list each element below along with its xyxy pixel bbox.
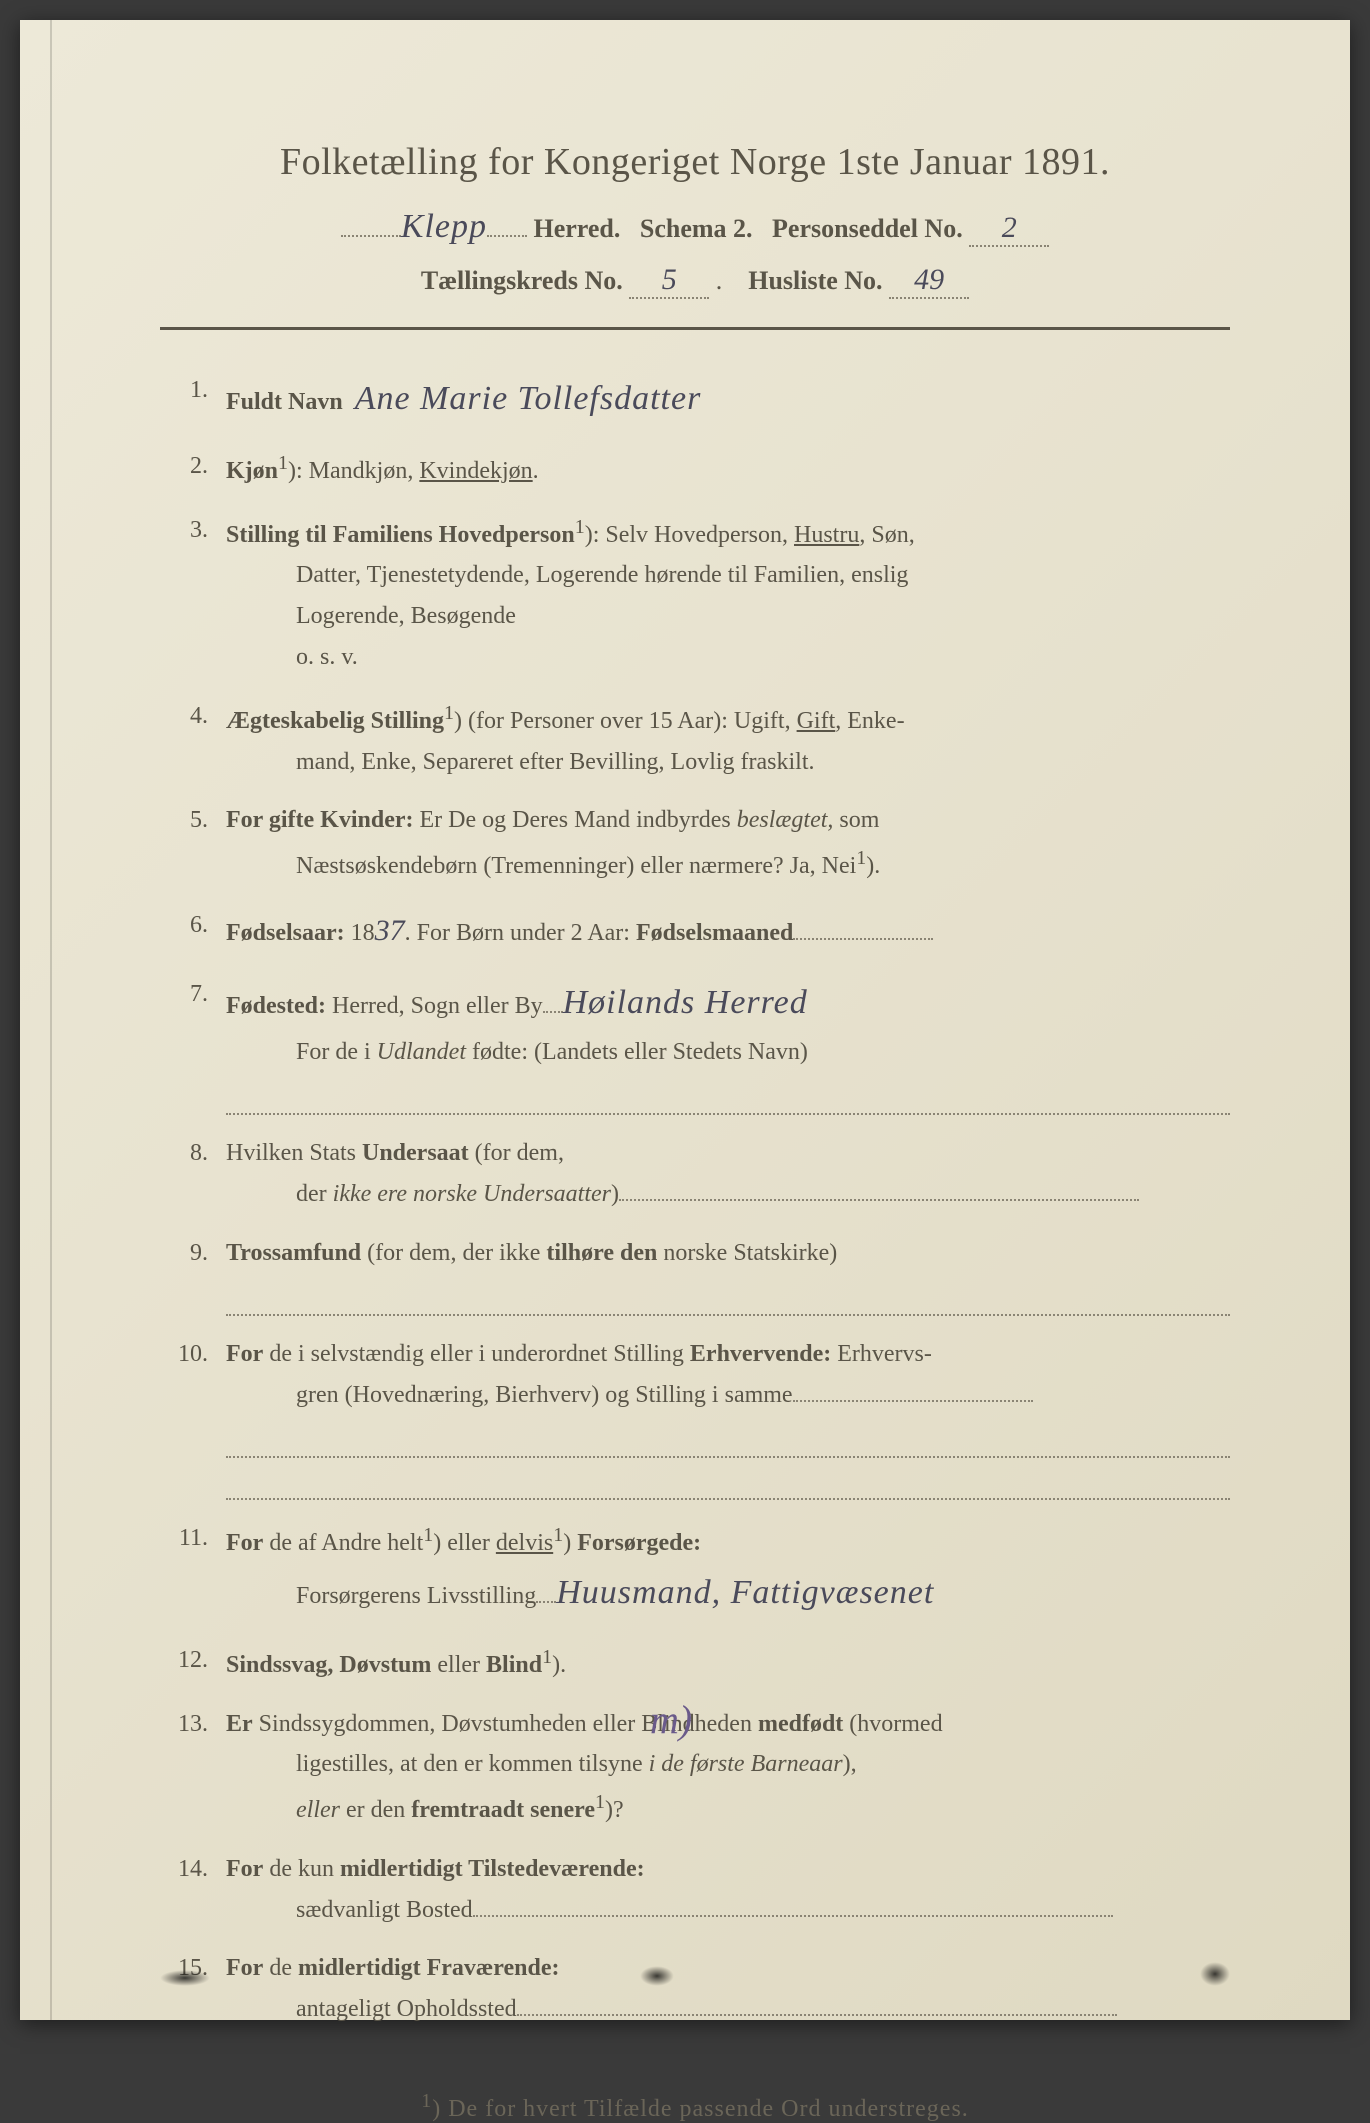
- footnote: 1) De for hvert Tilfælde passende Ord un…: [160, 2090, 1230, 2123]
- form-title: Folketælling for Kongeriget Norge 1ste J…: [160, 140, 1230, 184]
- personseddel-no-handwritten: 2: [969, 211, 1049, 247]
- item-8: 8. Hvilken Stats Undersaat (for dem, der…: [170, 1133, 1230, 1215]
- item-number: 10.: [170, 1334, 226, 1500]
- item-7: 7. Fødested: Herred, Sogn eller ByHøilan…: [170, 974, 1230, 1115]
- item-1: 1. Fuldt Navn Ane Marie Tollefsdatter: [170, 370, 1230, 428]
- item-number: 15.: [170, 1948, 226, 2030]
- item-cont: o. s. v.: [226, 637, 1230, 678]
- item-cont: ligestilles, at den er kommen tilsyne i …: [226, 1744, 1230, 1785]
- item-label: For: [226, 1530, 263, 1556]
- husliste-label: Husliste No.: [748, 266, 882, 295]
- item-13-mark-handwritten: m): [650, 1686, 692, 1754]
- forsørger-handwritten: Huusmand, Fattigvæsenet: [556, 1574, 934, 1611]
- item-number: 5.: [170, 800, 226, 887]
- item-cont: mand, Enke, Separeret efter Bevilling, L…: [226, 742, 1230, 783]
- item-number: 12.: [170, 1640, 226, 1686]
- item-5: 5. For gifte Kvinder: Er De og Deres Man…: [170, 800, 1230, 887]
- item-cont: Logerende, Besøgende: [226, 596, 1230, 637]
- item-cont: eller er den fremtraadt senere1)?: [226, 1785, 1230, 1831]
- item-label: For: [226, 1955, 263, 1981]
- form-items: 1. Fuldt Navn Ane Marie Tollefsdatter 2.…: [160, 370, 1230, 2030]
- fuldt-navn-handwritten: Ane Marie Tollefsdatter: [355, 380, 702, 417]
- blank-dotted-line: [226, 1419, 1230, 1457]
- item-label: Kjøn: [226, 458, 278, 484]
- item-number: 11.: [170, 1518, 226, 1622]
- census-form-page: Folketælling for Kongeriget Norge 1ste J…: [20, 20, 1350, 2020]
- kjøn-selected: Kvindekjøn: [419, 458, 532, 484]
- item-2: 2. Kjøn1): Mandkjøn, Kvindekjøn.: [170, 446, 1230, 492]
- ægteskab-selected: Gift: [797, 708, 836, 734]
- item-number: 9.: [170, 1233, 226, 1316]
- item-cont: Datter, Tjenestetydende, Logerende høren…: [226, 555, 1230, 596]
- item-label: For: [226, 1341, 263, 1367]
- item-number: 4.: [170, 696, 226, 783]
- item-number: 2.: [170, 446, 226, 492]
- item-label: For gifte Kvinder:: [226, 807, 414, 833]
- schema-label: Schema 2.: [640, 214, 753, 243]
- item-11: 11. For de af Andre helt1) eller delvis1…: [170, 1518, 1230, 1622]
- item-number: 14.: [170, 1849, 226, 1931]
- item-label: Sindssvag, Døvstum: [226, 1652, 431, 1678]
- fødested-handwritten: Høilands Herred: [563, 984, 808, 1021]
- item-cont: antageligt Opholdssted: [226, 1989, 1230, 2030]
- header-line-2: Klepp Herred. Schema 2. Personseddel No.…: [160, 208, 1230, 247]
- herred-name-handwritten: Klepp: [401, 208, 487, 245]
- item-number: 6.: [170, 905, 226, 956]
- ink-smudge-icon: [1200, 1962, 1230, 1986]
- blank-dotted-line: [226, 1077, 1230, 1115]
- item-number: 3.: [170, 510, 226, 678]
- item-cont: For de i Udlandet fødte: (Landets eller …: [226, 1032, 1230, 1073]
- item-10: 10. For de i selvstændig eller i underor…: [170, 1334, 1230, 1500]
- item-4: 4. Ægteskabelig Stilling1) (for Personer…: [170, 696, 1230, 783]
- husliste-no-handwritten: 49: [889, 263, 969, 299]
- ink-smudge-icon: [640, 1966, 674, 1986]
- item-label: Fuldt Navn: [226, 389, 343, 415]
- item-label: For: [226, 1856, 263, 1882]
- ink-smudge-icon: [160, 1970, 210, 1986]
- item-cont: sædvanligt Bosted: [226, 1890, 1230, 1931]
- item-6: 6. Fødselsaar: 1837. For Børn under 2 Aa…: [170, 905, 1230, 956]
- item-cont: Forsørgerens LivsstillingHuusmand, Fatti…: [226, 1564, 1230, 1622]
- item-label: Trossamfund: [226, 1240, 361, 1266]
- item-number: 13.: [170, 1704, 226, 1831]
- item-cont: der ikke ere norske Undersaatter): [226, 1174, 1230, 1215]
- item-label: Fødselsaar:: [226, 920, 345, 946]
- item-3: 3. Stilling til Familiens Hovedperson1):…: [170, 510, 1230, 678]
- item-14: 14. For de kun midlertidigt Tilstedevære…: [170, 1849, 1230, 1931]
- item-label: Undersaat: [362, 1140, 469, 1166]
- tællingskreds-label: Tællingskreds No.: [421, 266, 623, 295]
- fødselsaar-handwritten: 37: [375, 914, 405, 947]
- item-cont: Næstsøskendebørn (Tremenninger) eller næ…: [226, 841, 1230, 887]
- item-number: 7.: [170, 974, 226, 1115]
- header-rule: [160, 327, 1230, 330]
- personseddel-label: Personseddel No.: [772, 214, 963, 243]
- blank-dotted-line: [226, 1462, 1230, 1500]
- item-cont: gren (Hovednæring, Bierhverv) og Stillin…: [226, 1375, 1230, 1416]
- item-15: 15. For de midlertidigt Fraværende: anta…: [170, 1948, 1230, 2030]
- form-header: Folketælling for Kongeriget Norge 1ste J…: [160, 140, 1230, 299]
- header-line-3: Tællingskreds No. 5 . Husliste No. 49: [160, 263, 1230, 299]
- item-label: Stilling til Familiens Hovedperson: [226, 522, 575, 548]
- item-13: 13. Er Sindssygdommen, Døvstumheden elle…: [170, 1704, 1230, 1831]
- herred-label: Herred.: [534, 214, 621, 243]
- item-label: Ægteskabelig Stilling: [226, 708, 444, 734]
- item-label: Er: [226, 1711, 253, 1737]
- item-label: Fødested:: [226, 993, 326, 1019]
- tællingskreds-no-handwritten: 5: [629, 263, 709, 299]
- item-9: 9. Trossamfund (for dem, der ikke tilhør…: [170, 1233, 1230, 1316]
- item-number: 1.: [170, 370, 226, 428]
- item-12: 12. Sindssvag, Døvstum eller Blind1).: [170, 1640, 1230, 1686]
- stilling-selected: Hustru: [794, 522, 859, 548]
- blank-dotted-line: [226, 1277, 1230, 1315]
- item-number: 8.: [170, 1133, 226, 1215]
